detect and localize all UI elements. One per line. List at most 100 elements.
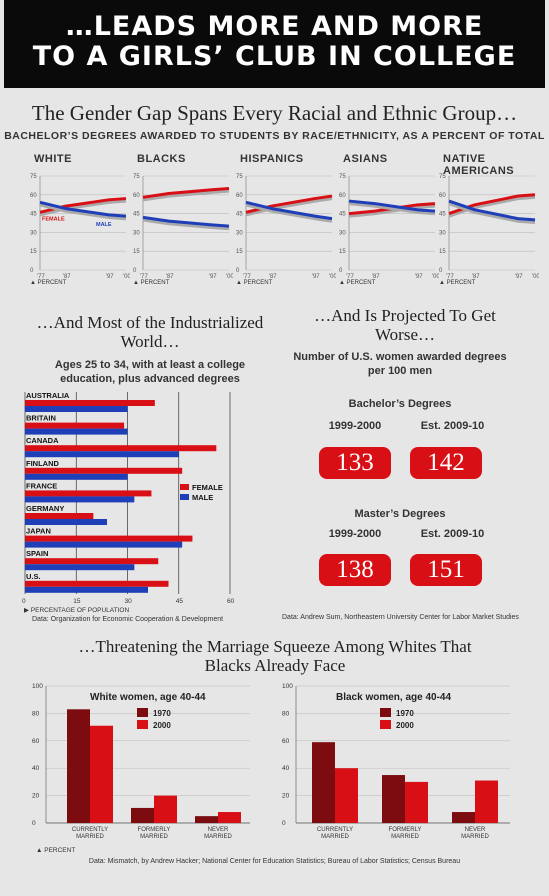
- male-bar: [25, 473, 128, 480]
- x-tick-label: 45: [176, 598, 184, 605]
- x-tick-label: '87: [372, 274, 380, 280]
- legend-1970-swatch: [380, 708, 391, 717]
- female-bar: [25, 513, 94, 519]
- masters-value-2: 151: [410, 554, 482, 586]
- y-tick-label: 45: [30, 212, 37, 218]
- x-tick-label: '97: [515, 274, 523, 280]
- male-line: [39, 200, 127, 218]
- y-tick-label: 15: [30, 249, 37, 255]
- x-tick-label: '00: [123, 274, 130, 280]
- country-label: AUSTRALIA: [26, 391, 70, 400]
- male-line: [448, 199, 536, 222]
- y-tick-label: 15: [133, 249, 140, 255]
- y-tick-label: 75: [439, 174, 446, 180]
- section3-subtitle: Number of U.S. women awarded degrees per…: [293, 351, 507, 377]
- y-tick-label: 30: [30, 230, 37, 236]
- y-tick-label: 0: [30, 268, 34, 274]
- series-shadow: [245, 196, 333, 217]
- y-tick-label: 60: [236, 193, 243, 199]
- male-line: [142, 215, 230, 228]
- line-chart: 0 15 30 45 60 75 '77 '87 '97 '00 FEMALE MALE: [30, 174, 130, 280]
- country-label: CANADA: [26, 436, 59, 445]
- x-tick-label: '87: [166, 274, 174, 280]
- line-chart: 0 15 30 45 60 75 '77 '87 '97 '00: [236, 174, 336, 280]
- country-label: FRANCE: [26, 481, 57, 490]
- category-label: MARRIED: [461, 834, 489, 840]
- y-tick-label: 75: [30, 174, 37, 180]
- percent-label: ▲ PERCENT: [236, 280, 273, 286]
- female-line: [142, 187, 230, 199]
- section1-title: The Gender Gap Spans Every Racial and Et…: [31, 101, 518, 125]
- y-tick-label: 0: [339, 268, 343, 274]
- female-bar: [25, 558, 159, 565]
- y-tick-label: 80: [282, 710, 290, 717]
- line-chart-title: NATIVE AMERICANS: [443, 153, 515, 177]
- y-tick-label: 30: [133, 230, 140, 236]
- y-tick-label: 15: [439, 249, 446, 255]
- bar-1970: [195, 816, 218, 823]
- section3-source: Data: Andrew Sum, Northeastern Universit…: [282, 614, 519, 621]
- bar-2000: [218, 812, 241, 823]
- male-bar: [25, 564, 135, 571]
- section2-source: Data: Organization for Economic Cooperat…: [32, 616, 224, 623]
- x-tick-label: '77: [446, 274, 454, 280]
- y-tick-label: 75: [236, 174, 243, 180]
- line-chart: 0 15 30 45 60 75 '77 '87 '97 '00: [133, 174, 233, 280]
- bar-2000: [475, 780, 498, 823]
- y-tick-label: 60: [339, 193, 346, 199]
- y-tick-label: 60: [32, 738, 40, 745]
- country-label: BRITAIN: [26, 414, 56, 423]
- bachelors-value-2: 142: [410, 447, 482, 479]
- percent-label: ▲ PERCENT: [339, 280, 376, 286]
- y-tick-label: 0: [32, 820, 36, 827]
- y-tick-label: 60: [282, 738, 290, 745]
- bar-1970: [452, 812, 475, 823]
- female-bar: [25, 422, 125, 429]
- y-tick-label: 30: [236, 230, 243, 236]
- y-tick-label: 40: [32, 765, 40, 772]
- bar-1970: [67, 709, 90, 823]
- category-label: FORMERLY: [138, 827, 171, 833]
- female-label: FEMALE: [42, 216, 65, 222]
- legend-2000-swatch: [380, 720, 391, 729]
- y-tick-label: 0: [439, 268, 443, 274]
- line-chart-title: ASIANS: [343, 153, 388, 165]
- y-tick-label: 45: [339, 212, 346, 218]
- line-chart: 0 15 30 45 60 75 '77 '87 '97 '00: [439, 174, 539, 280]
- x-tick-label: 30: [125, 598, 133, 605]
- country-label: SPAIN: [26, 549, 48, 558]
- female-bar: [25, 445, 217, 452]
- bar-2000: [335, 768, 358, 823]
- bachelors-col1: 1999-2000: [328, 420, 382, 432]
- x-axis-label: ▶ PERCENTAGE OF POPULATION: [24, 607, 129, 614]
- y-tick-label: 40: [282, 765, 290, 772]
- y-tick-label: 60: [133, 193, 140, 199]
- x-tick-label: '77: [346, 274, 354, 280]
- section3-title: …And Is Projected To Get Worse…: [314, 306, 496, 344]
- y-tick-label: 60: [30, 193, 37, 199]
- female-bar: [25, 490, 152, 497]
- bar-2000: [154, 795, 177, 823]
- section2-title: …And Most of the Industrialized World…: [36, 313, 264, 351]
- male-bar: [25, 586, 148, 593]
- series-shadow: [39, 203, 127, 221]
- bachelors-col2: Est. 2009-10: [420, 420, 485, 432]
- country-label: JAPAN: [26, 527, 51, 536]
- bar-1970: [382, 775, 405, 823]
- bar-2000: [90, 725, 113, 823]
- series-shadow: [245, 203, 333, 223]
- y-tick-label: 30: [439, 230, 446, 236]
- y-tick-label: 20: [32, 793, 40, 800]
- bachelors-label: Bachelor’s Degrees: [348, 398, 452, 410]
- legend-male-swatch: [180, 494, 189, 500]
- female-bar: [25, 400, 155, 406]
- x-tick-label: '87: [472, 274, 480, 280]
- series-shadow: [348, 201, 436, 216]
- masters-label: Master’s Degrees: [354, 508, 446, 520]
- female-bar: [25, 467, 183, 474]
- category-label: FORMERLY: [389, 827, 422, 833]
- line-chart-title: HISPANICS: [240, 153, 304, 165]
- male-bar: [25, 428, 128, 435]
- y-tick-label: 0: [282, 820, 286, 827]
- female-bar: [25, 580, 169, 587]
